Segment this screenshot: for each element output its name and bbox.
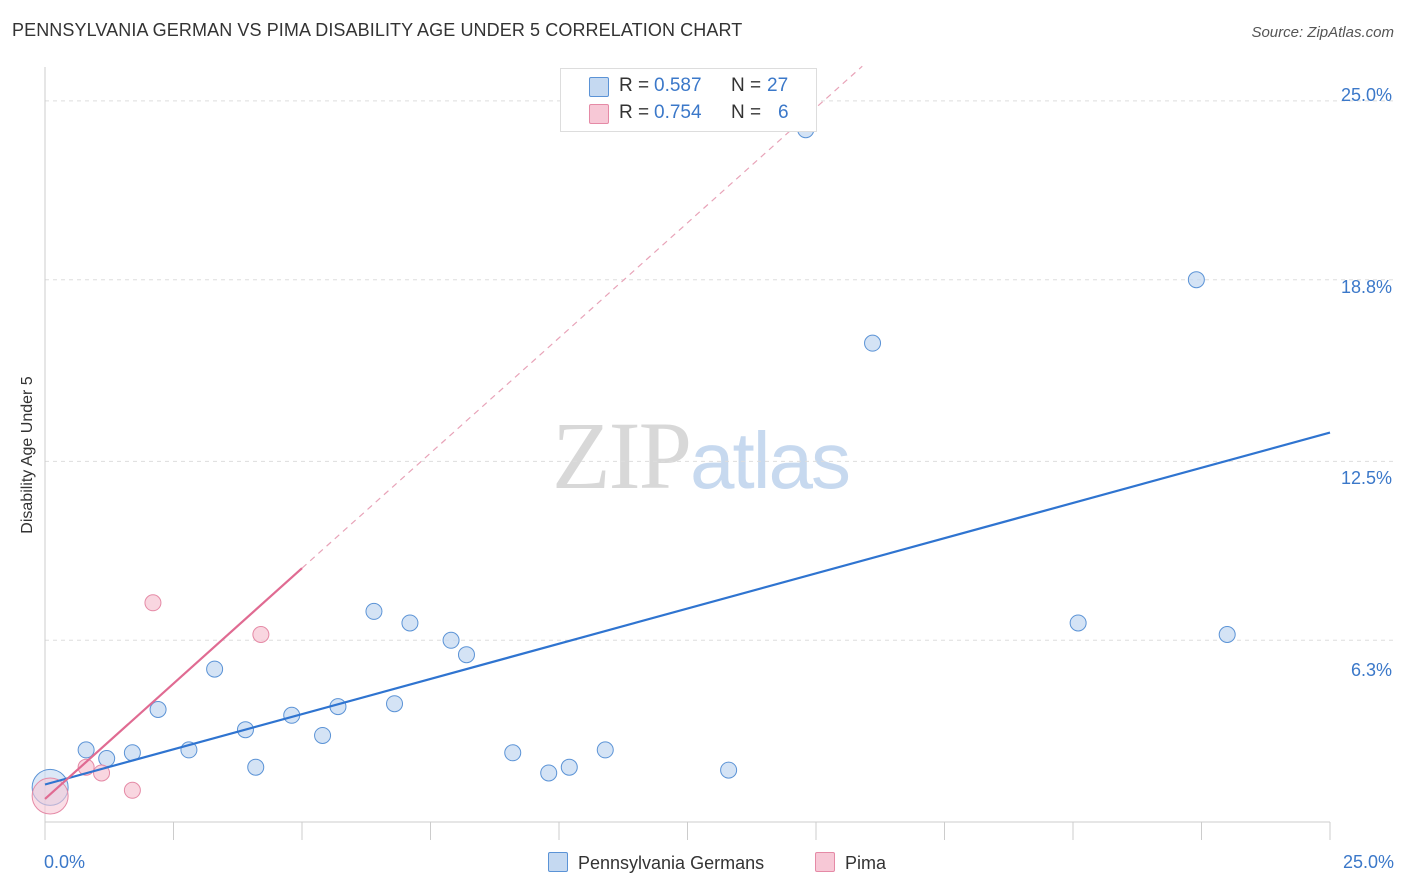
bottom-legend-swatch-blue — [548, 852, 568, 872]
legend-swatch-pink — [589, 104, 609, 124]
bottom-legend-label: Pennsylvania Germans — [578, 853, 765, 873]
data-point-pennsylvania-germans — [401, 614, 419, 632]
y-tick-label: 12.5% — [1340, 468, 1392, 488]
legend-r-label: R = — [619, 102, 650, 123]
data-point-pennsylvania-germans — [504, 744, 522, 762]
bottom-legend-label: Pima — [845, 853, 887, 873]
x-tick-label-max: 25.0% — [1342, 852, 1394, 872]
y-tick-label: 18.8% — [1340, 277, 1392, 297]
data-point-pennsylvania-germans — [720, 761, 738, 779]
data-point-pennsylvania-germans — [98, 750, 116, 768]
legend-n-label: N = — [731, 75, 762, 96]
legend-r-value: 0.754 — [654, 102, 702, 123]
data-point-pennsylvania-germans — [560, 758, 578, 776]
trend-line-pima — [44, 567, 303, 800]
watermark-atlas: atlas — [690, 416, 851, 505]
data-point-pennsylvania-germans — [149, 701, 167, 718]
legend-n-value: 27 — [767, 75, 789, 96]
data-point-pennsylvania-germans — [540, 764, 558, 782]
bottom-legend-pennsylvania-germans: Pennsylvania Germans — [548, 852, 764, 874]
trend-line-dashed-1 — [301, 65, 863, 569]
legend: R = 0.587 N = 27 R = 0.754 N = 6 — [560, 68, 817, 132]
data-point-pennsylvania-germans — [1218, 626, 1236, 643]
data-point-pennsylvania-germans — [1069, 614, 1087, 632]
legend-r-value: 0.587 — [654, 75, 702, 96]
data-point-pennsylvania-germans — [1187, 271, 1205, 289]
data-point-pennsylvania-germans — [386, 695, 404, 713]
data-point-pima — [144, 594, 162, 612]
data-point-pima — [252, 626, 270, 643]
legend-swatch-blue — [589, 77, 609, 97]
bottom-legend-pima: Pima — [815, 852, 886, 874]
data-point-pennsylvania-germans — [77, 741, 95, 759]
x-tick-label-min: 0.0% — [44, 852, 86, 872]
y-axis-label: Disability Age Under 5 — [19, 376, 36, 534]
legend-n-value: 6 — [778, 102, 789, 123]
data-point-pennsylvania-germans — [596, 741, 614, 759]
y-tick-label: 6.3% — [1350, 660, 1392, 680]
legend-n-label: N = — [731, 102, 762, 123]
legend-r-label: R = — [619, 75, 650, 96]
data-point-pima — [123, 781, 141, 799]
trend-line-pennsylvania-germans — [44, 431, 1331, 786]
source-label: Source: ZipAtlas.com — [1251, 24, 1394, 41]
data-point-pennsylvania-germans — [206, 660, 224, 678]
data-point-pennsylvania-germans — [247, 758, 265, 776]
data-point-pennsylvania-germans — [864, 334, 882, 352]
watermark: ZIPatlas — [552, 400, 851, 511]
data-point-pennsylvania-germans — [314, 726, 332, 744]
bottom-legend-swatch-pink — [815, 852, 835, 872]
y-tick-label: 25.0% — [1340, 85, 1392, 105]
watermark-zip: ZIP — [552, 402, 692, 509]
data-point-pennsylvania-germans — [442, 631, 460, 649]
data-point-pennsylvania-germans — [365, 602, 383, 620]
data-point-pennsylvania-germans — [457, 646, 475, 664]
chart-title: PENNSYLVANIA GERMAN VS PIMA DISABILITY A… — [12, 20, 743, 40]
